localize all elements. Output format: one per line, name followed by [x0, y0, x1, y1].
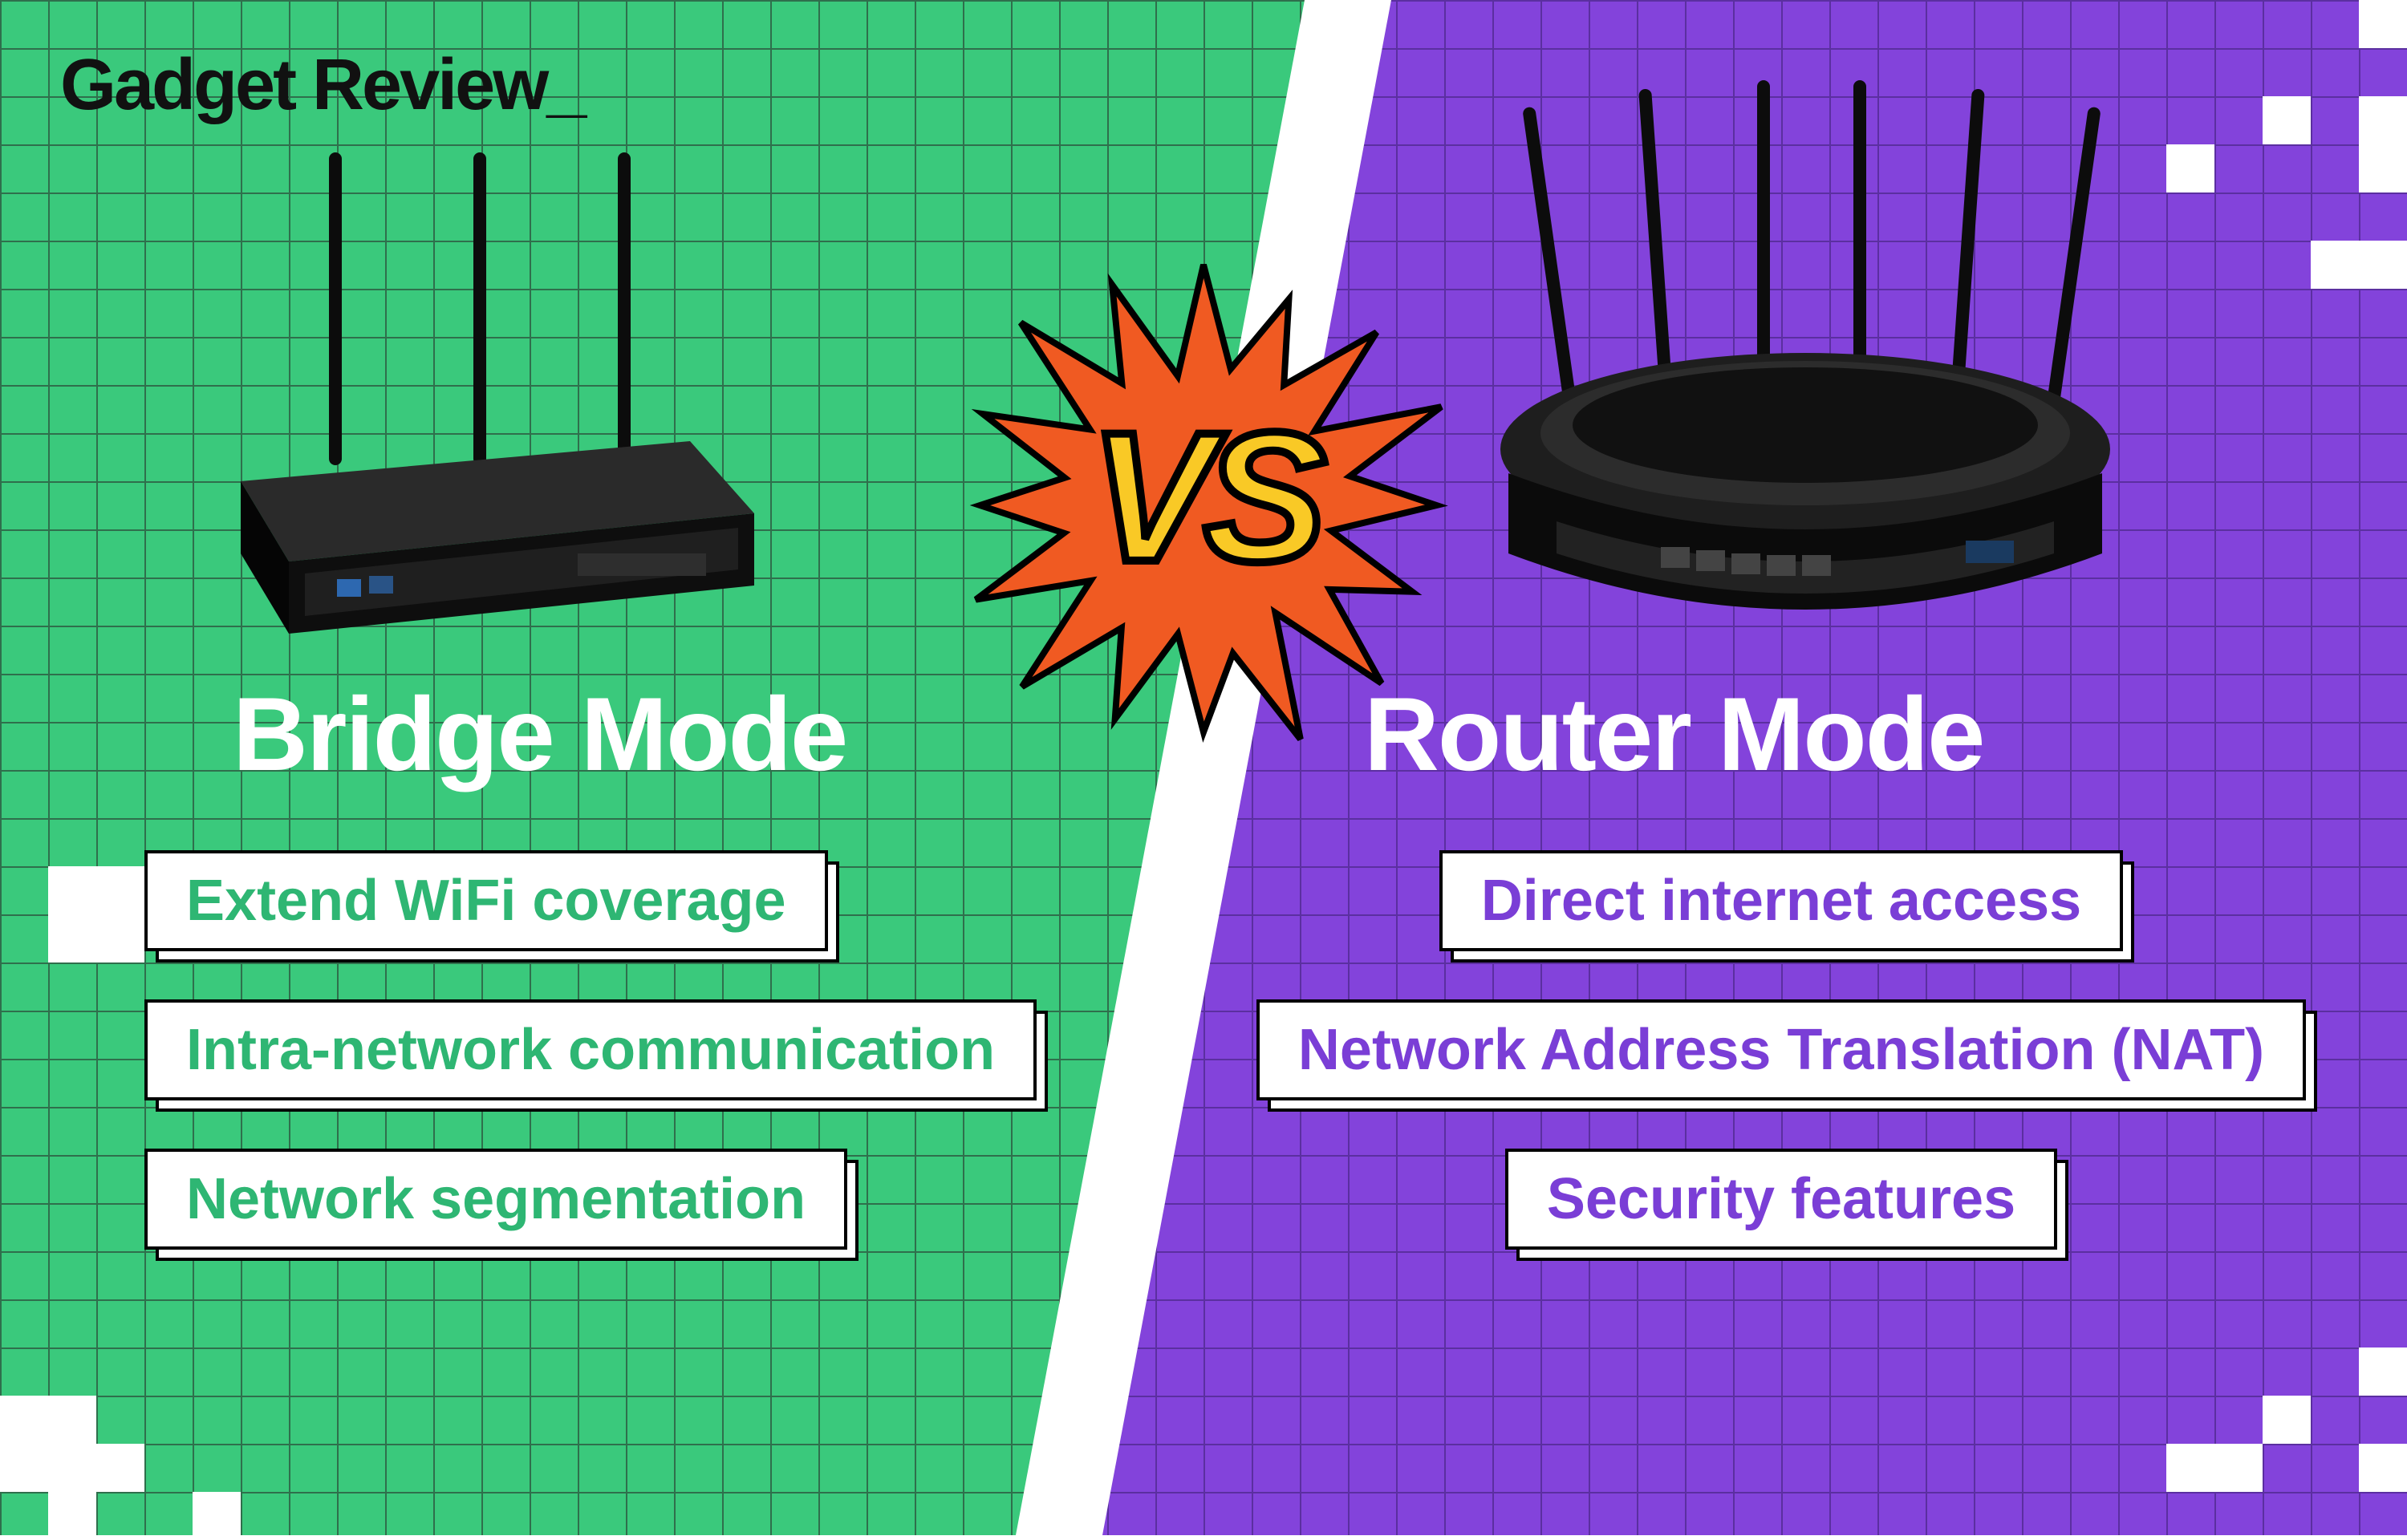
- deco-square: [96, 1444, 144, 1492]
- deco-square: [2359, 1444, 2407, 1492]
- feature-text: Extend WiFi coverage: [144, 850, 828, 951]
- deco-square: [48, 1396, 96, 1444]
- deco-square: [48, 1444, 96, 1492]
- brand-logo: Gadget Review_: [60, 44, 584, 127]
- deco-square: [2263, 1396, 2311, 1444]
- router-mode-icon: [1452, 72, 2158, 650]
- right-title: Router Mode: [1364, 674, 1983, 794]
- feature-pill: Security features: [1505, 1149, 2057, 1250]
- deco-square: [2311, 241, 2359, 289]
- deco-square: [96, 866, 144, 914]
- deco-square: [2359, 1348, 2407, 1396]
- bridge-router-icon: [177, 136, 786, 634]
- deco-square: [2359, 96, 2407, 144]
- feature-pill: Extend WiFi coverage: [144, 850, 828, 951]
- feature-text: Network Address Translation (NAT): [1256, 999, 2306, 1100]
- feature-text: Direct internet access: [1439, 850, 2123, 951]
- feature-pill: Network segmentation: [144, 1149, 847, 1250]
- deco-square: [96, 914, 144, 962]
- deco-square: [48, 866, 96, 914]
- left-title: Bridge Mode: [233, 674, 846, 794]
- deco-square: [2166, 1444, 2214, 1492]
- deco-square: [2166, 144, 2214, 192]
- deco-square: [2214, 1444, 2263, 1492]
- deco-square: [2359, 0, 2407, 48]
- left-feature-list: Extend WiFi coverage Intra-network commu…: [144, 850, 1037, 1250]
- feature-text: Security features: [1505, 1149, 2057, 1250]
- feature-pill: Direct internet access: [1439, 850, 2123, 951]
- deco-square: [2359, 144, 2407, 192]
- feature-pill: Intra-network communication: [144, 999, 1037, 1100]
- deco-square: [0, 1396, 48, 1444]
- deco-square: [48, 1492, 96, 1540]
- feature-pill: Network Address Translation (NAT): [1256, 999, 2306, 1100]
- feature-text: Intra-network communication: [144, 999, 1037, 1100]
- deco-square: [0, 1444, 48, 1492]
- deco-square: [2263, 96, 2311, 144]
- deco-square: [2359, 241, 2407, 289]
- comparison-infographic: Gadget Review_: [0, 0, 2407, 1535]
- vs-burst: VS: [955, 257, 1452, 754]
- feature-text: Network segmentation: [144, 1149, 847, 1250]
- right-feature-list: Direct internet access Network Address T…: [1252, 850, 2311, 1250]
- deco-square: [193, 1492, 241, 1540]
- vs-label: VS: [1090, 391, 1317, 603]
- deco-square: [48, 914, 96, 962]
